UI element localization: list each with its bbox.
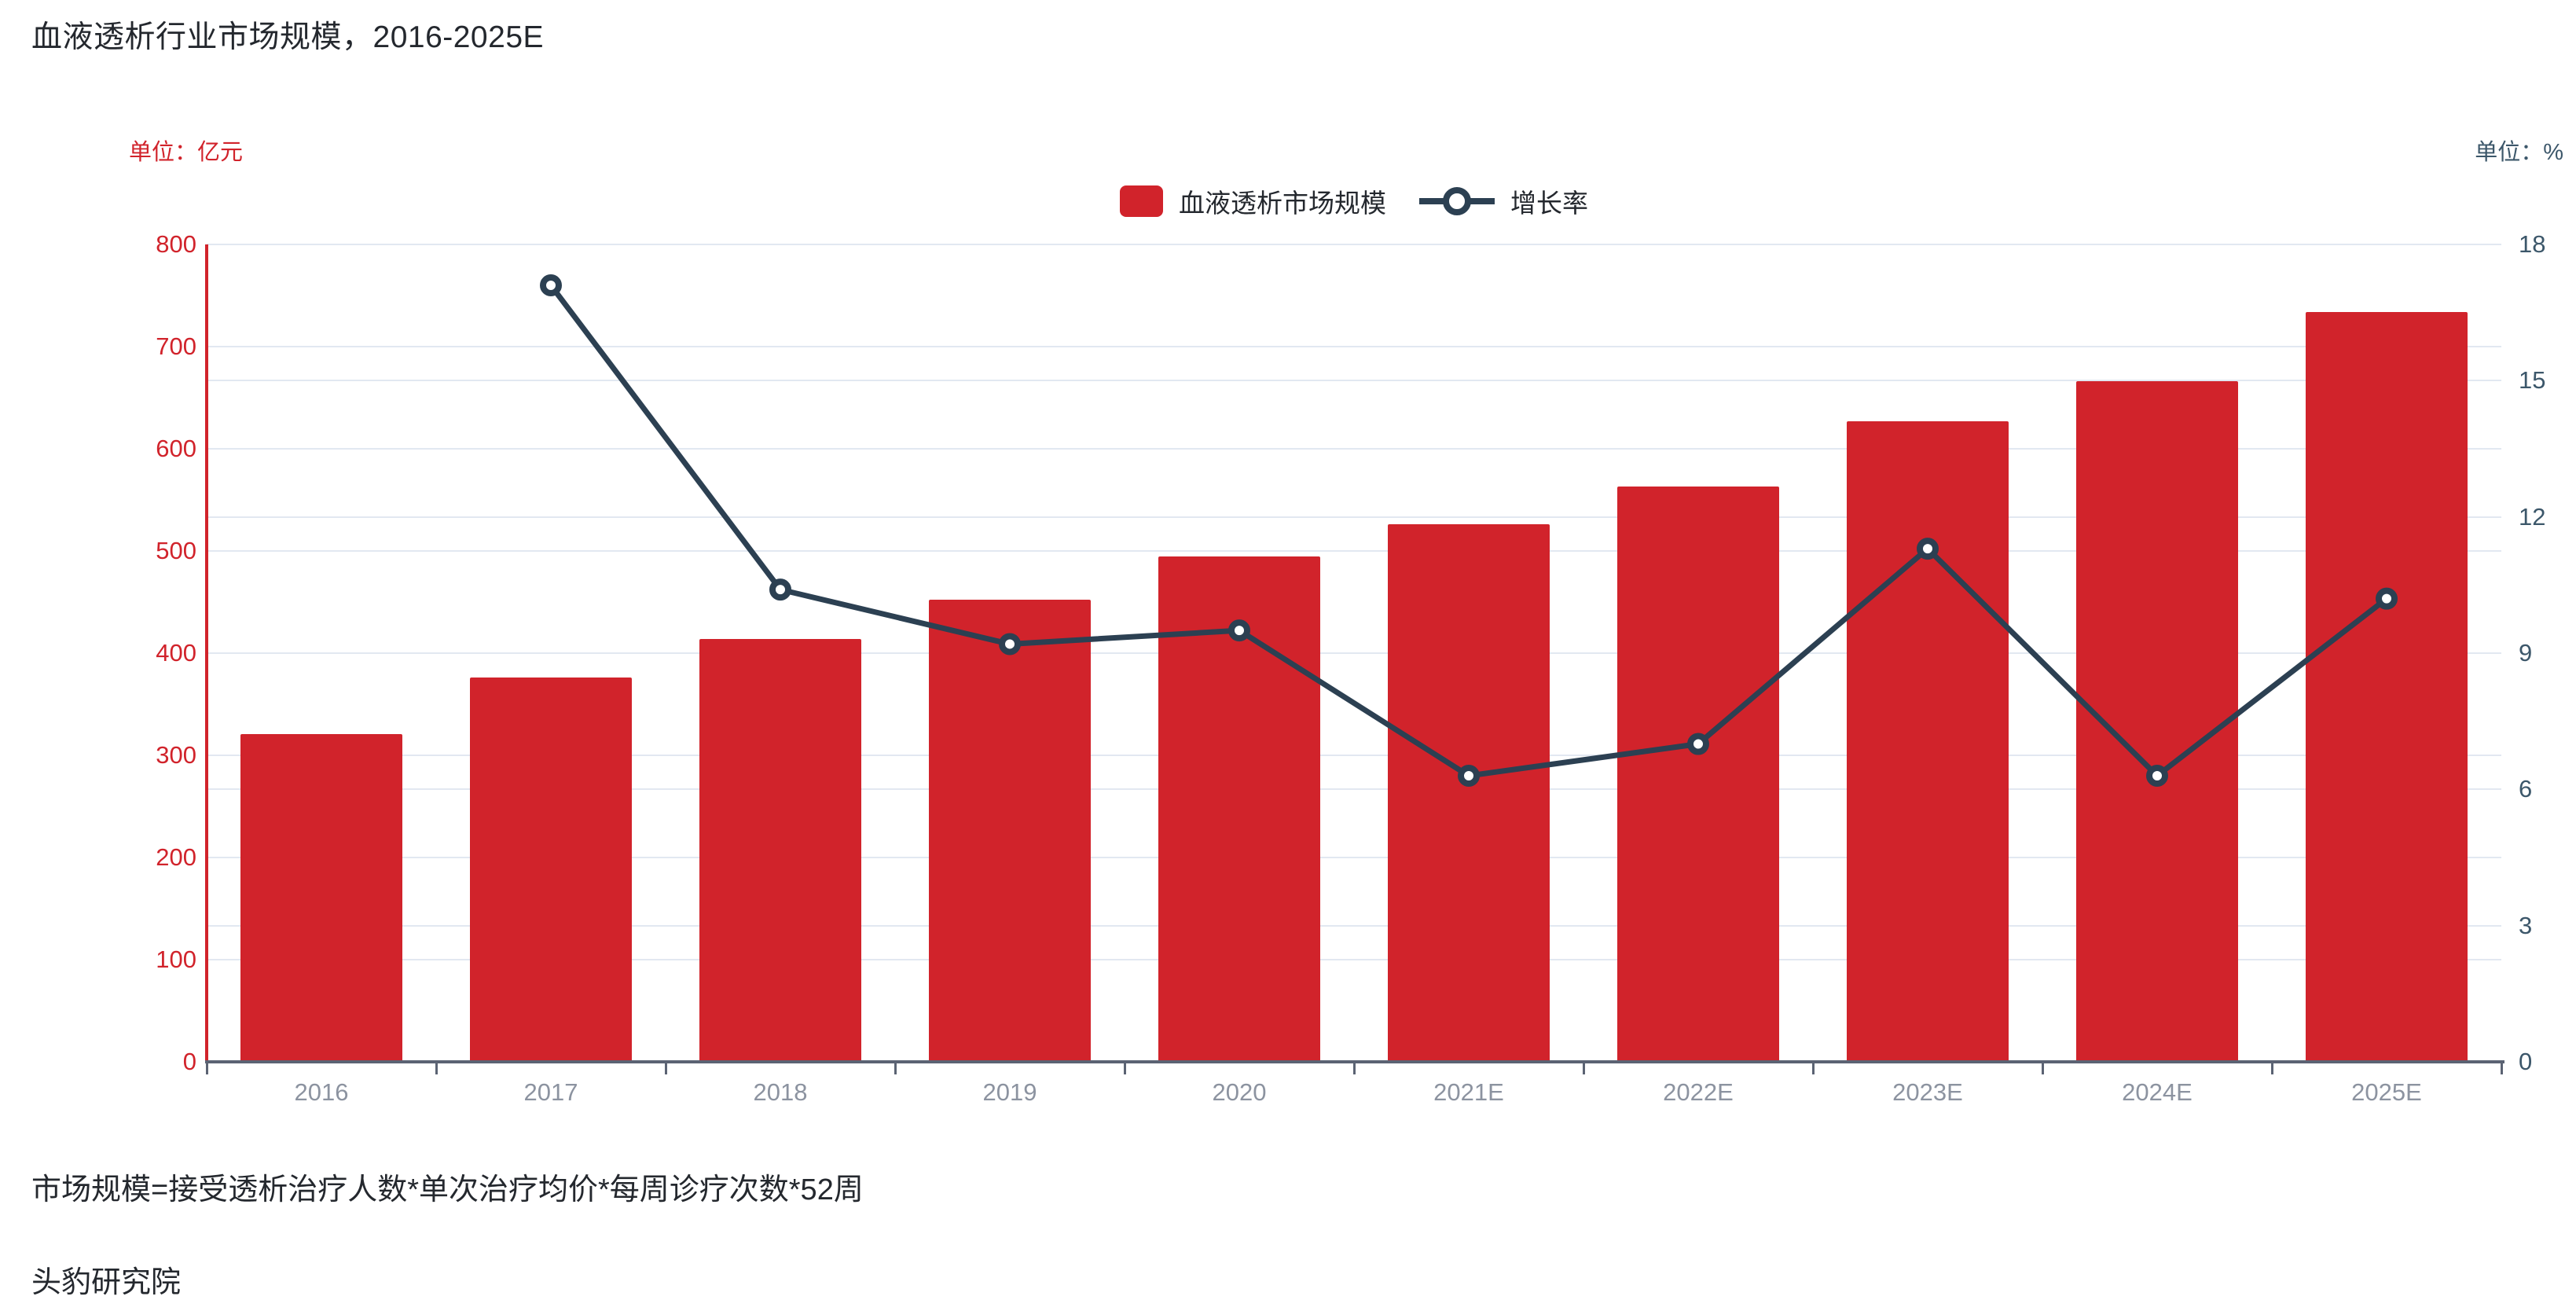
x-axis-label-2022E: 2022E — [1663, 1078, 1734, 1106]
legend-label: 增长率 — [1510, 189, 1588, 218]
line-marker[interactable] — [1228, 619, 1250, 642]
grid-line — [207, 788, 2501, 790]
left-y-tick-label: 700 — [156, 332, 196, 360]
x-axis-tick — [2271, 1063, 2273, 1074]
legend-item-growth-rate[interactable]: 增长率 — [1419, 182, 1588, 220]
x-axis-tick — [1583, 1063, 1585, 1074]
plot-area — [207, 244, 2501, 1062]
x-axis-tick — [1353, 1063, 1356, 1074]
left-y-tick-label: 600 — [156, 435, 196, 462]
left-axis-unit-label: 单位：亿元 — [129, 140, 244, 165]
chart-title: 血液透析行业市场规模，2016-2025E — [31, 20, 545, 54]
x-axis-tick — [206, 1063, 208, 1074]
line-marker[interactable] — [540, 274, 562, 296]
left-y-axis-line — [205, 244, 208, 1062]
bar-2023E[interactable] — [1847, 420, 2009, 1062]
grid-line — [207, 380, 2501, 381]
right-y-tick-label: 12 — [2519, 502, 2546, 531]
left-y-tick-label: 800 — [156, 230, 196, 258]
line-marker[interactable] — [2376, 587, 2398, 610]
legend-label: 血液透析市场规模 — [1179, 189, 1386, 218]
formula-footnote: 市场规模=接受透析治疗人数*单次治疗均价*每周诊疗次数*52周 — [31, 1173, 864, 1206]
grid-line — [207, 959, 2501, 960]
x-axis-tick — [435, 1063, 438, 1074]
grid-line — [207, 857, 2501, 858]
x-axis-label-2023E: 2023E — [1892, 1078, 1963, 1106]
line-series-swatch-icon — [1419, 185, 1495, 217]
grid-line — [207, 346, 2501, 347]
line-marker[interactable] — [2146, 765, 2168, 787]
bar-2017[interactable] — [470, 678, 632, 1062]
grid-line — [207, 925, 2501, 927]
line-marker[interactable] — [769, 578, 791, 601]
x-axis-label-2024E: 2024E — [2122, 1078, 2193, 1106]
right-y-tick-label: 15 — [2519, 366, 2546, 395]
legend-item-market-size[interactable]: 血液透析市场规模 — [1120, 182, 1386, 220]
x-axis-label-2025E: 2025E — [2351, 1078, 2422, 1106]
x-axis-line — [205, 1060, 2504, 1063]
grid-line — [207, 516, 2501, 518]
x-axis-tick — [2042, 1063, 2044, 1074]
growth-rate-line — [540, 274, 2398, 787]
bar-2016[interactable] — [240, 733, 402, 1062]
right-y-tick-label: 9 — [2519, 639, 2533, 667]
left-y-tick-label: 200 — [156, 843, 196, 871]
left-y-tick-label: 100 — [156, 946, 196, 973]
x-axis-label-2021E: 2021E — [1433, 1078, 1504, 1106]
line-marker[interactable] — [999, 633, 1021, 656]
x-axis-tick — [1812, 1063, 1815, 1074]
line-marker[interactable] — [1458, 765, 1480, 787]
x-axis-tick — [894, 1063, 897, 1074]
left-y-tick-label: 400 — [156, 639, 196, 667]
grid-line — [207, 448, 2501, 450]
right-axis-unit-label: 单位：% — [2475, 140, 2563, 165]
right-y-tick-label: 18 — [2519, 230, 2546, 258]
grid-line — [207, 550, 2501, 552]
right-y-tick-label: 6 — [2519, 775, 2533, 803]
bar-series-swatch-icon — [1120, 185, 1163, 217]
grid-line — [207, 244, 2501, 245]
line-marker[interactable] — [1687, 733, 1709, 755]
source-label: 头豹研究院 — [31, 1266, 182, 1299]
line-marker[interactable] — [1917, 538, 1939, 560]
bar-2018[interactable] — [699, 638, 861, 1062]
right-y-tick-label: 3 — [2519, 911, 2533, 939]
left-y-tick-label: 0 — [182, 1048, 196, 1075]
x-axis-tick — [665, 1063, 667, 1074]
x-axis-tick — [2501, 1063, 2503, 1074]
x-axis-label-2016: 2016 — [294, 1078, 349, 1106]
bar-2019[interactable] — [929, 600, 1091, 1062]
x-axis-label-2020: 2020 — [1212, 1078, 1267, 1106]
x-axis-label-2018: 2018 — [753, 1078, 808, 1106]
grid-line — [207, 652, 2501, 654]
x-axis-label-2017: 2017 — [523, 1078, 578, 1106]
legend: 血液透析市场规模 增长率 — [207, 182, 2501, 220]
left-y-tick-label: 500 — [156, 537, 196, 564]
grid-line — [207, 755, 2501, 756]
right-y-tick-label: 0 — [2519, 1048, 2533, 1075]
x-axis-label-2019: 2019 — [982, 1078, 1037, 1106]
x-axis-tick — [1124, 1063, 1126, 1074]
bar-2025E[interactable] — [2306, 311, 2468, 1062]
left-y-tick-label: 300 — [156, 741, 196, 769]
bar-2021E[interactable] — [1388, 524, 1550, 1062]
bar-2022E[interactable] — [1617, 487, 1779, 1062]
